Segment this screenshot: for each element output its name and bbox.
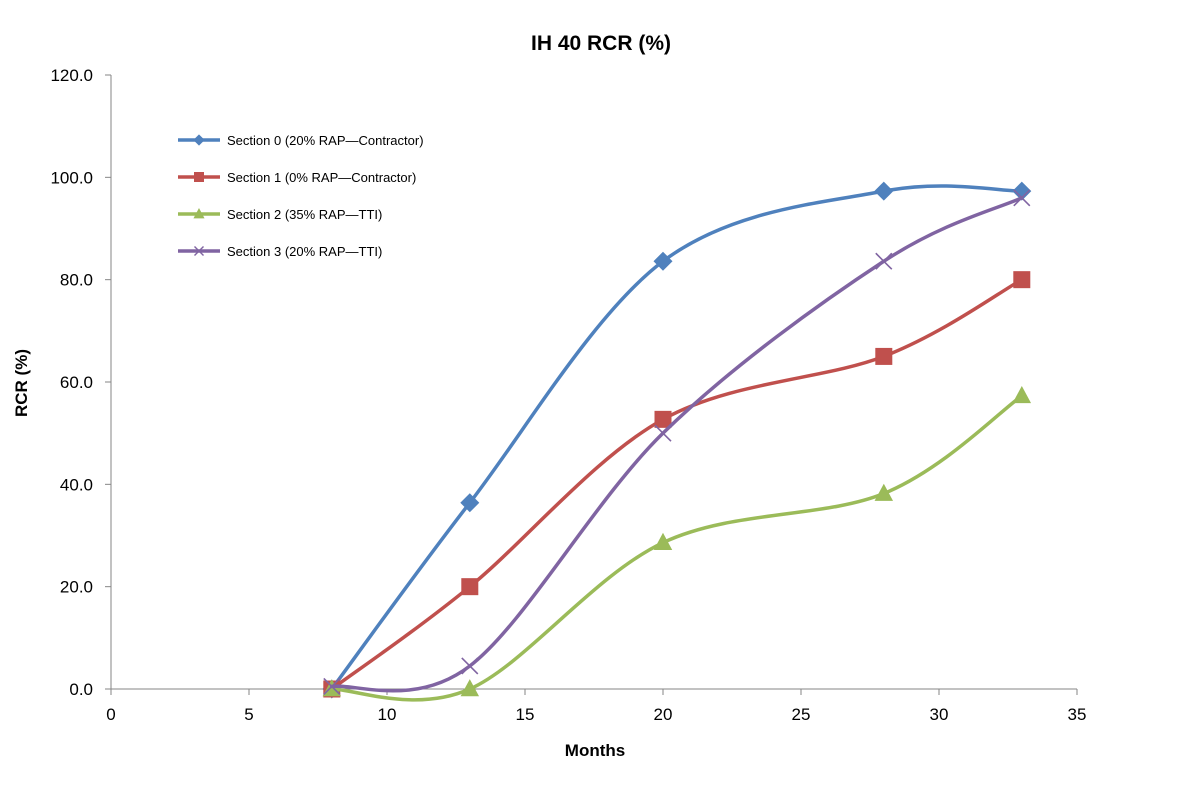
legend-item: Section 3 (20% RAP—TTI) [178, 244, 382, 259]
data-point [875, 347, 893, 365]
x-tick-label: 10 [378, 705, 397, 724]
data-point [1012, 181, 1032, 201]
data-point [1012, 385, 1032, 404]
data-point [653, 532, 673, 550]
x-tick-label: 35 [1068, 705, 1087, 724]
data-point [654, 410, 672, 428]
y-tick-label: 0.0 [69, 680, 93, 699]
data-point [1013, 189, 1031, 207]
legend-label: Section 1 (0% RAP—Contractor) [227, 170, 416, 185]
x-axis-title: Months [565, 741, 625, 760]
series-3 [323, 189, 1031, 696]
data-point [874, 181, 894, 201]
legend-label: Section 0 (20% RAP—Contractor) [227, 133, 424, 148]
series-line [330, 184, 1024, 691]
legend-marker [194, 246, 204, 256]
legend-item: Section 0 (20% RAP—Contractor) [178, 133, 424, 148]
data-point [323, 677, 341, 696]
series-1 [323, 271, 1031, 698]
chart-title: IH 40 RCR (%) [531, 32, 671, 55]
x-tick-label: 25 [792, 705, 811, 724]
y-tick-label: 100.0 [50, 168, 93, 187]
data-point [461, 578, 479, 596]
series-group [322, 181, 1032, 702]
legend-marker [194, 172, 204, 182]
series-2 [322, 385, 1032, 702]
x-tick-label: 0 [106, 705, 115, 724]
y-tick-label: 80.0 [60, 271, 93, 290]
legend-marker [193, 207, 205, 219]
y-tick-label: 40.0 [60, 475, 93, 494]
data-point [460, 679, 480, 697]
legend-label: Section 3 (20% RAP—TTI) [227, 244, 382, 259]
y-tick-label: 20.0 [60, 578, 93, 597]
y-tick-label: 60.0 [60, 373, 93, 392]
legend-item: Section 2 (35% RAP—TTI) [178, 207, 382, 222]
data-point [461, 657, 479, 675]
legend: Section 0 (20% RAP—Contractor) Section 1 … [178, 133, 424, 259]
y-axis-title: RCR (%) [12, 349, 31, 417]
series-line [330, 277, 1024, 691]
data-point [654, 424, 672, 442]
data-point [875, 252, 893, 270]
x-tick-label: 20 [654, 705, 673, 724]
x-tick-label: 30 [930, 705, 949, 724]
axes: 0.0 20.0 40.0 60.0 80.0 100.0 120.0 0 5 10 15 20 25 3… [50, 66, 1086, 724]
data-point [460, 493, 480, 513]
legend-item: Section 1 (0% RAP—Contractor) [178, 170, 416, 185]
x-tick-label: 15 [516, 705, 535, 724]
data-point [874, 483, 894, 501]
legend-marker [193, 134, 205, 146]
data-point [653, 251, 673, 271]
y-tick-label: 120.0 [50, 66, 93, 85]
legend-label: Section 2 (35% RAP—TTI) [227, 207, 382, 222]
x-tick-label: 5 [244, 705, 253, 724]
series-line [330, 196, 1024, 693]
data-point [1013, 271, 1031, 289]
